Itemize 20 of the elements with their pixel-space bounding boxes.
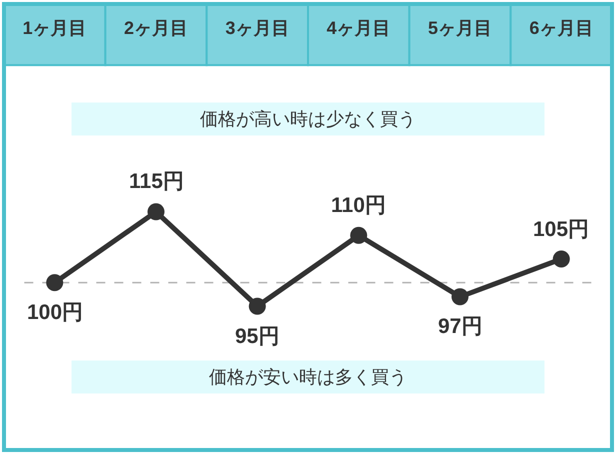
x-tick-label: 6ヶ月目 [529,18,594,38]
data-label: 95円 [235,325,280,348]
data-label: 97円 [438,315,482,338]
text: 価格が安い時は多く買う [209,367,407,387]
text: 価格が高い時は少なく買う [200,109,416,129]
point [350,226,368,244]
point [248,298,266,315]
x-tick-label: 3ヶ月目 [225,18,290,38]
data-label: 115円 [129,170,184,193]
x-tick-label: 4ヶ月目 [326,18,391,38]
point [148,203,164,220]
data-label: 100円 [27,301,84,324]
data-label: 110円 [331,194,386,217]
point [552,250,570,268]
point [452,288,468,306]
point [46,274,64,292]
x-tick-label: 2ヶ月目 [124,18,188,38]
x-tick-label: 5ヶ月目 [428,18,492,38]
data-label: 105円 [533,218,590,241]
x-tick-label: 1ヶ月目 [22,18,87,38]
